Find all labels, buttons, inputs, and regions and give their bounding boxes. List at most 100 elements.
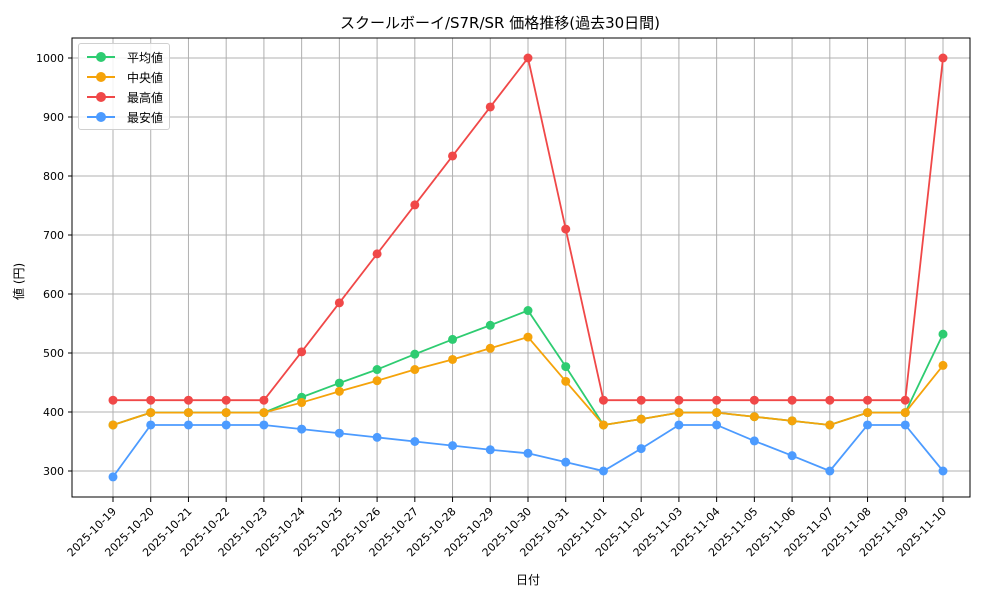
data-point bbox=[712, 408, 722, 418]
data-point bbox=[485, 102, 495, 112]
data-point bbox=[674, 420, 684, 430]
data-point bbox=[334, 378, 344, 388]
data-point bbox=[787, 416, 797, 426]
data-point bbox=[410, 200, 420, 210]
data-point bbox=[523, 306, 533, 316]
data-point bbox=[259, 408, 269, 418]
data-point bbox=[146, 395, 156, 405]
series-1 bbox=[108, 332, 948, 430]
data-point bbox=[297, 347, 307, 357]
y-tick-label: 900 bbox=[43, 111, 64, 124]
data-point bbox=[787, 395, 797, 405]
data-point bbox=[183, 395, 193, 405]
grid-lines bbox=[72, 38, 970, 497]
data-point bbox=[108, 420, 118, 430]
data-point bbox=[561, 376, 571, 386]
data-point bbox=[561, 457, 571, 467]
data-point bbox=[749, 436, 759, 446]
data-point bbox=[636, 444, 646, 454]
data-point bbox=[825, 395, 835, 405]
data-point bbox=[900, 408, 910, 418]
data-point bbox=[221, 408, 231, 418]
y-tick-label: 500 bbox=[43, 347, 64, 360]
data-point bbox=[938, 466, 948, 476]
legend-marker-icon bbox=[96, 92, 106, 102]
data-point bbox=[485, 445, 495, 455]
legend-item-min: 最安値 bbox=[85, 108, 169, 126]
plot-frame bbox=[71, 37, 971, 498]
legend-marker-icon bbox=[96, 112, 106, 122]
y-tick-label: 600 bbox=[43, 288, 64, 301]
data-point bbox=[485, 320, 495, 330]
data-point bbox=[523, 332, 533, 342]
data-point bbox=[372, 249, 382, 259]
data-point bbox=[863, 395, 873, 405]
data-point bbox=[146, 420, 156, 430]
data-point bbox=[598, 466, 608, 476]
data-point bbox=[938, 329, 948, 339]
data-point bbox=[372, 376, 382, 386]
data-point bbox=[938, 360, 948, 370]
data-point bbox=[674, 408, 684, 418]
legend-item-max: 最高値 bbox=[85, 88, 169, 106]
data-point bbox=[448, 354, 458, 364]
series-3 bbox=[108, 420, 948, 482]
data-point bbox=[410, 365, 420, 375]
legend-item-average: 平均値 bbox=[85, 48, 169, 66]
data-point bbox=[863, 408, 873, 418]
data-point bbox=[297, 398, 307, 408]
data-point bbox=[146, 408, 156, 418]
data-point bbox=[900, 420, 910, 430]
data-point bbox=[863, 420, 873, 430]
data-point bbox=[712, 395, 722, 405]
data-point bbox=[825, 420, 835, 430]
y-tick-label: 1000 bbox=[36, 52, 64, 65]
data-point bbox=[221, 420, 231, 430]
data-point bbox=[561, 224, 571, 234]
data-point bbox=[598, 395, 608, 405]
x-axis-label: 日付 bbox=[515, 573, 540, 587]
data-point bbox=[448, 441, 458, 451]
chart-title: スクールボーイ/S7R/SR 価格推移(過去30日間) bbox=[339, 14, 661, 32]
data-point bbox=[900, 395, 910, 405]
data-point bbox=[561, 362, 571, 372]
legend-label: 最安値 bbox=[127, 111, 164, 125]
data-point bbox=[636, 414, 646, 424]
legend-label: 最高値 bbox=[127, 91, 164, 105]
data-point bbox=[108, 472, 118, 482]
data-point bbox=[825, 466, 835, 476]
x-axis-ticks: 2025-10-192025-10-202025-10-212025-10-22… bbox=[65, 497, 949, 559]
data-point bbox=[334, 428, 344, 438]
data-point bbox=[334, 386, 344, 396]
data-point bbox=[674, 395, 684, 405]
data-point bbox=[485, 343, 495, 353]
data-point bbox=[636, 395, 646, 405]
data-point bbox=[938, 53, 948, 63]
data-point bbox=[712, 420, 722, 430]
legend-label: 平均値 bbox=[127, 51, 164, 65]
legend: 平均値 中央値 最高値 最安値 bbox=[78, 43, 170, 130]
data-point bbox=[448, 334, 458, 344]
data-point bbox=[259, 420, 269, 430]
legend-marker-icon bbox=[96, 52, 106, 62]
legend-item-median: 中央値 bbox=[85, 68, 169, 86]
data-point bbox=[372, 365, 382, 375]
data-point bbox=[448, 151, 458, 161]
data-point bbox=[523, 448, 533, 458]
data-point bbox=[334, 298, 344, 308]
data-point bbox=[598, 420, 608, 430]
data-point bbox=[410, 437, 420, 446]
data-point bbox=[523, 53, 533, 63]
data-point bbox=[259, 395, 269, 405]
data-point bbox=[221, 395, 231, 405]
data-point bbox=[749, 395, 759, 405]
data-point bbox=[749, 412, 759, 422]
series-2 bbox=[108, 53, 948, 405]
data-point bbox=[410, 349, 420, 359]
data-point bbox=[787, 451, 797, 461]
y-axis-label: 値 (円) bbox=[12, 262, 26, 300]
y-tick-label: 800 bbox=[43, 170, 64, 183]
legend-label: 中央値 bbox=[127, 71, 164, 85]
data-point bbox=[183, 408, 193, 418]
